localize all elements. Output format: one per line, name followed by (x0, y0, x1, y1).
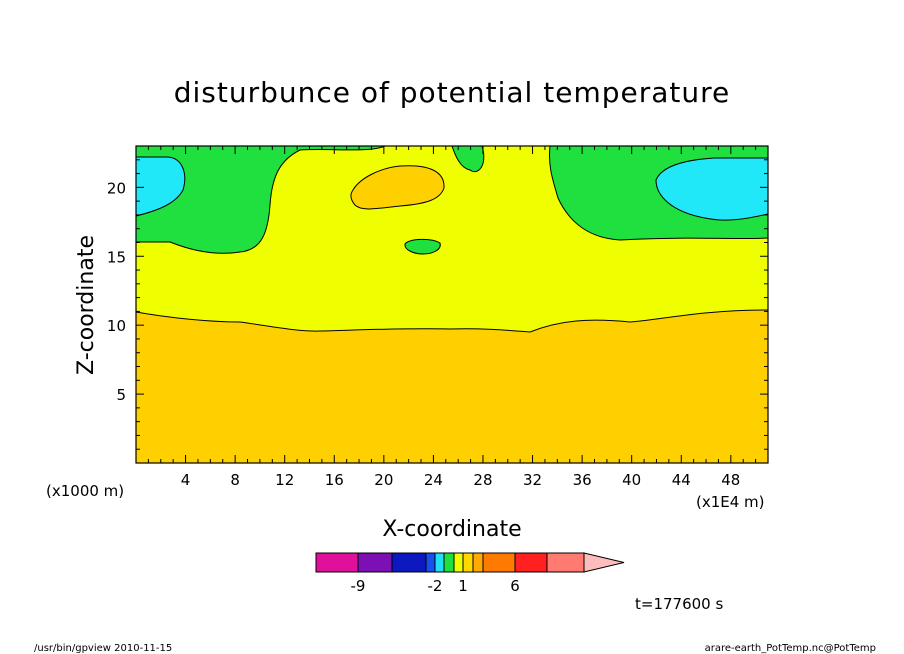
x-tick-label: 24 (424, 471, 443, 489)
colorbar-arrow (583, 552, 625, 573)
x-tick-label: 36 (573, 471, 592, 489)
colorbar-segment (315, 552, 359, 573)
contour-line-0 (136, 145, 386, 254)
y-axis-label: Z-coordinate (74, 235, 99, 375)
contour-line-minus1-left (135, 156, 186, 217)
level-minus1-0-island (404, 238, 441, 255)
y-tick-label: 20 (107, 179, 126, 197)
plot-area (135, 145, 769, 464)
x-tick-label: 12 (275, 471, 294, 489)
colorbar (315, 552, 625, 573)
x-tick-label: 48 (721, 471, 740, 489)
colorbar-label: -9 (351, 577, 366, 595)
colorbar-segment (472, 552, 484, 573)
x-axis: 4 8 12 16 20 24 28 32 36 40 44 48 (147, 146, 757, 489)
y-axis: 5 10 15 20 (107, 159, 768, 450)
plot-frame (135, 145, 769, 464)
contour-line-1 (135, 309, 769, 333)
colorbar-segment (546, 552, 585, 573)
x-tick-label: 32 (523, 471, 542, 489)
y-tick-label: 15 (107, 248, 126, 266)
x-unit-label: (x1000 m) (46, 482, 124, 500)
contour-line-0b (451, 145, 485, 172)
x-tick-label: 44 (672, 471, 691, 489)
x-tick-label: 8 (230, 471, 240, 489)
contour-line-0c (549, 145, 769, 241)
colorbar-segment (434, 552, 445, 573)
colorbar-segment (425, 552, 436, 573)
level-minus2-minus1-right (656, 158, 768, 221)
x-axis-label: X-coordinate (382, 517, 521, 542)
footer-left: /usr/bin/gpview 2010-11-15 (34, 643, 172, 654)
level-minus1-0-region (136, 146, 768, 254)
colorbar-segment (443, 552, 455, 573)
x-tick-label: 4 (181, 471, 191, 489)
x-tick-label: 40 (622, 471, 641, 489)
colorbar-label: 1 (458, 577, 468, 595)
x-tick-label: 20 (374, 471, 393, 489)
time-annotation: t=177600 s (635, 595, 723, 613)
x-tick-label: 28 (473, 471, 492, 489)
y-tick-label: 5 (116, 386, 126, 404)
colorbar-segment (514, 552, 548, 573)
y-tick-label: 10 (107, 317, 126, 335)
colorbar-label: -2 (428, 577, 443, 595)
colorbar-segment (453, 552, 464, 573)
footer-right: arare-earth_PotTemp.nc@PotTemp (705, 643, 876, 654)
colorbar-segment (462, 552, 474, 573)
contour-line-minus1-right (655, 157, 769, 221)
colorbar-segment (391, 552, 427, 573)
chart-title: disturbunce of potential temperature (174, 76, 731, 109)
level-1-2-island (350, 165, 445, 210)
colorbar-labels: -9 -2 1 6 (351, 577, 520, 595)
x-scale-note: (x1E4 m) (696, 493, 765, 511)
colorbar-segment (357, 552, 393, 573)
colorbar-label: 6 (510, 577, 520, 595)
x-tick-label: 16 (325, 471, 344, 489)
colorbar-segment (482, 552, 516, 573)
